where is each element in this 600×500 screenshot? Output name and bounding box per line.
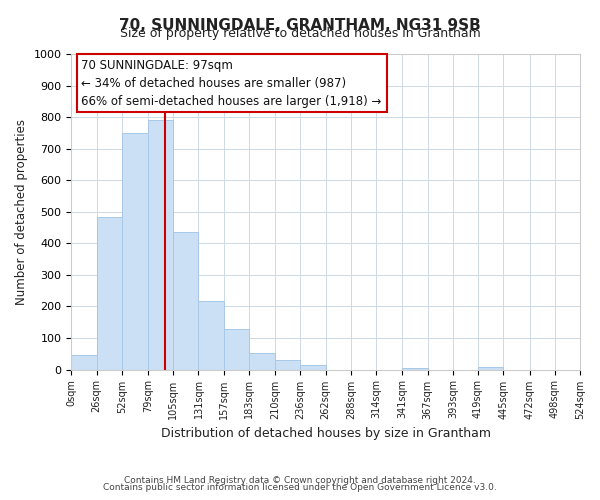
Text: 70 SUNNINGDALE: 97sqm
← 34% of detached houses are smaller (987)
66% of semi-det: 70 SUNNINGDALE: 97sqm ← 34% of detached … <box>82 58 382 108</box>
Bar <box>148 120 173 370</box>
Text: Size of property relative to detached houses in Grantham: Size of property relative to detached ho… <box>119 28 481 40</box>
X-axis label: Distribution of detached houses by size in Grantham: Distribution of detached houses by size … <box>161 427 491 440</box>
Text: Contains public sector information licensed under the Open Government Licence v3: Contains public sector information licen… <box>103 484 497 492</box>
Bar <box>173 232 199 370</box>
Text: Contains HM Land Registry data © Crown copyright and database right 2024.: Contains HM Land Registry data © Crown c… <box>124 476 476 485</box>
Bar <box>71 356 97 370</box>
Text: 70, SUNNINGDALE, GRANTHAM, NG31 9SB: 70, SUNNINGDALE, GRANTHAM, NG31 9SB <box>119 18 481 32</box>
Y-axis label: Number of detached properties: Number of detached properties <box>15 119 28 305</box>
Bar <box>478 367 503 370</box>
Bar <box>97 216 122 370</box>
Bar <box>301 366 326 370</box>
Bar <box>249 353 275 370</box>
Bar <box>275 360 301 370</box>
Bar <box>199 301 224 370</box>
Bar <box>122 133 148 370</box>
Bar <box>224 330 249 370</box>
Bar <box>403 368 428 370</box>
